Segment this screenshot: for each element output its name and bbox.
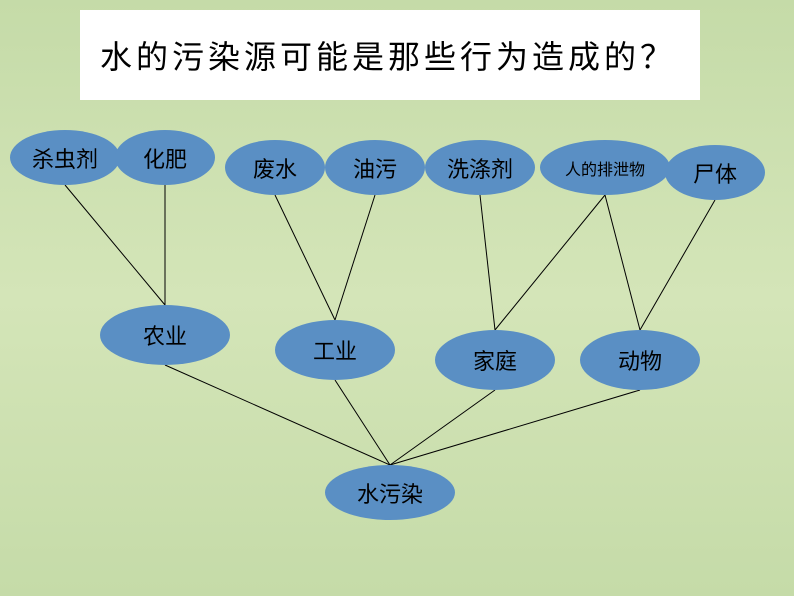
edge-line — [65, 185, 165, 305]
node-n-wastewater: 废水 — [225, 140, 325, 195]
node-n-detergent: 洗涤剂 — [425, 140, 535, 195]
node-n-pesticide: 杀虫剂 — [10, 130, 120, 185]
page-title: 水的污染源可能是那些行为造成的？ — [100, 32, 676, 78]
edge-line — [390, 390, 640, 465]
node-n-pollution: 水污染 — [325, 465, 455, 520]
edge-line — [335, 195, 375, 320]
node-n-animal: 动物 — [580, 330, 700, 390]
node-n-indus: 工业 — [275, 320, 395, 380]
node-n-oil: 油污 — [325, 140, 425, 195]
title-box: 水的污染源可能是那些行为造成的？ — [80, 10, 700, 100]
edge-line — [640, 200, 715, 330]
node-n-excrement: 人的排泄物 — [540, 140, 670, 195]
node-n-home: 家庭 — [435, 330, 555, 390]
node-n-fertilizer: 化肥 — [115, 130, 215, 185]
edge-line — [495, 195, 605, 330]
edge-line — [335, 380, 390, 465]
edge-line — [390, 390, 495, 465]
node-n-corpse: 尸体 — [665, 145, 765, 200]
edge-line — [605, 195, 640, 330]
edge-line — [165, 365, 390, 465]
edge-line — [275, 195, 335, 320]
node-n-agri: 农业 — [100, 305, 230, 365]
edge-line — [480, 195, 495, 330]
